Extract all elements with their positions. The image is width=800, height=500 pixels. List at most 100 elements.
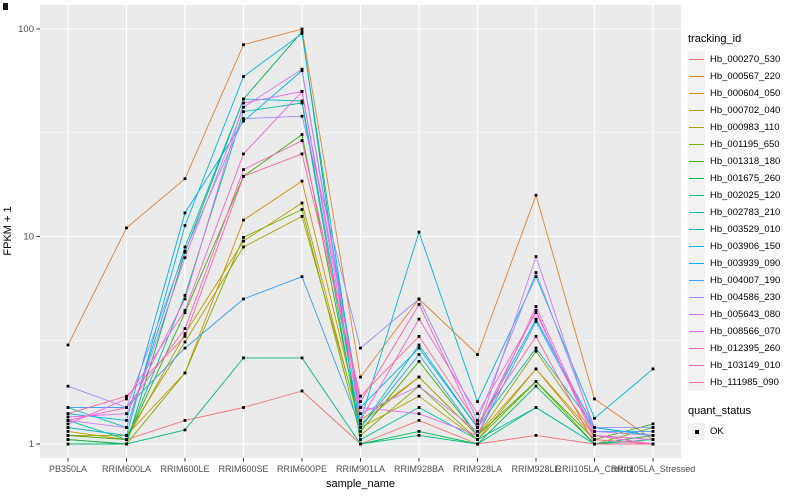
data-point [417,317,421,321]
legend-key-line [688,102,705,119]
data-point [534,193,538,197]
data-point [300,152,304,156]
data-point [359,442,362,446]
data-point [242,297,245,301]
line-swatch-icon [689,59,704,61]
legend-key-line [688,238,705,255]
data-point [66,434,70,437]
data-point [417,343,421,347]
data-point [183,371,187,375]
legend-label: Hb_008566_070 [710,326,781,337]
line-swatch-icon [689,263,704,265]
legend-label: Hb_000702_040 [710,105,781,116]
data-point [125,438,128,441]
x-tick-label: RRIM600PE [277,464,327,474]
data-point [476,419,479,422]
x-tick-label: RRIM928LA [453,464,502,474]
x-tick-label: RRII105LA_Stressed [611,464,696,474]
legend-key-line [688,255,705,272]
data-point [242,43,245,47]
data-point [242,406,245,409]
legend-item-Hb_000983_110: Hb_000983_110 [688,119,800,136]
data-point [359,394,362,398]
data-point [183,340,187,344]
data-points [66,27,655,446]
data-point [183,309,187,312]
data-point [300,179,304,183]
data-point [593,430,596,433]
legend-label: Hb_005643_080 [710,309,781,320]
data-point [417,394,421,398]
line-swatch-icon [689,348,704,350]
data-point [66,426,70,429]
data-point [66,419,70,422]
data-point [300,90,304,93]
legend-item-ok: OK [688,423,800,440]
x-axis-title: sample_name [325,478,396,490]
data-point [66,415,70,419]
data-point [534,255,538,258]
data-point [300,275,304,279]
data-point [300,139,304,142]
data-point [476,412,479,416]
data-point [183,256,187,260]
data-point [125,434,128,437]
data-point [651,430,655,433]
legend-key-line [688,340,705,357]
legend-label: Hb_004586_230 [710,292,781,303]
data-point [476,442,479,446]
line-swatch-icon [689,178,704,180]
y-tick-label: 10 [23,232,34,243]
data-point [417,406,421,409]
data-point [534,275,538,279]
data-point [651,426,655,429]
data-point [417,412,421,416]
legend-item-Hb_012395_260: Hb_012395_260 [688,340,800,357]
legend-label: Hb_001675_260 [710,173,781,184]
legend-key-line [688,306,705,323]
legend-key-line [688,357,705,374]
data-point [476,353,479,356]
legend-key-line [688,187,705,204]
point-swatch-icon [694,429,699,434]
legend-item-Hb_111985_090: Hb_111985_090 [688,374,800,391]
data-point [593,426,596,429]
data-point [359,400,362,403]
legend-item-Hb_000567_220: Hb_000567_220 [688,68,800,85]
legend-key-line [688,204,705,221]
legend-item-Hb_002783_210: Hb_002783_210 [688,204,800,221]
data-point [183,211,187,215]
legend-item-Hb_005643_080: Hb_005643_080 [688,306,800,323]
data-point [125,226,128,230]
data-point [300,208,304,211]
data-point [242,245,245,249]
data-point [183,428,187,432]
data-point [359,375,362,379]
data-point [66,422,70,426]
data-point [359,426,362,429]
data-point [242,117,245,120]
data-point [417,434,421,437]
data-point [417,384,421,388]
data-point [183,177,187,181]
data-point [183,297,187,301]
data-point [417,430,421,433]
data-point [593,438,596,441]
data-point [651,367,655,371]
data-point [300,133,304,136]
legend-item-Hb_002025_120: Hb_002025_120 [688,187,800,204]
data-point [300,114,304,118]
data-point [593,416,596,420]
data-point [534,406,538,409]
line-swatch-icon [689,365,704,367]
data-point [183,294,187,297]
data-point [476,400,479,403]
data-point [417,303,421,306]
legend-item-Hb_003939_090: Hb_003939_090 [688,255,800,272]
legend-key-point [688,423,705,440]
line-swatch-icon [689,76,704,78]
data-point [125,426,128,429]
data-point [651,442,655,446]
data-point [242,75,245,78]
legend-item-Hb_008566_070: Hb_008566_070 [688,323,800,340]
